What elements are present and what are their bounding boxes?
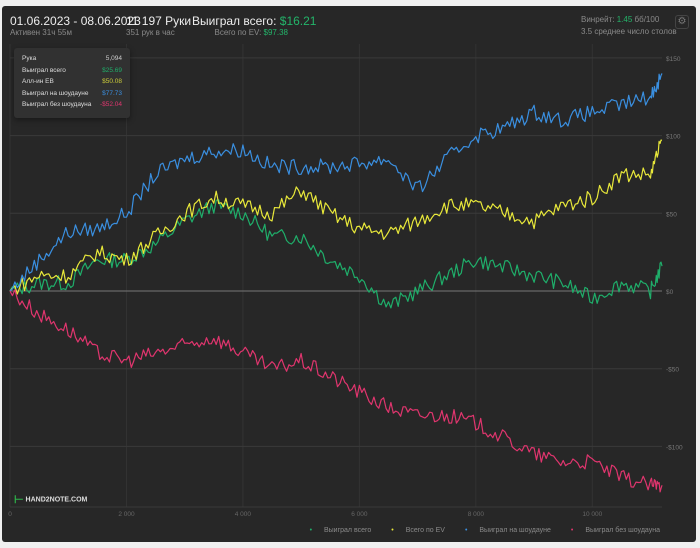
tooltip-value: -$52.04	[99, 101, 122, 108]
x-tick-label: 0	[8, 511, 12, 518]
legend-item[interactable]: • Выиграл без шоудауна	[561, 527, 660, 534]
tooltip-row: Выиграл всего $25.69	[22, 67, 122, 77]
tooltip-value: $25.69	[102, 66, 122, 74]
tooltip-label: Выиграл без шоудауна	[22, 101, 92, 108]
legend-dot-icon: •	[570, 527, 574, 534]
legend-label: Всего по EV	[405, 527, 445, 534]
won-value: $16.21	[279, 14, 317, 28]
logo: ⊢ HAND2NOTE.COM	[14, 494, 88, 506]
tooltip-label: Выиграл на шоудауне	[22, 89, 89, 97]
tooltip-label: Алл-ин EB	[22, 78, 54, 85]
legend-item[interactable]: • Выиграл на шоудауне	[455, 527, 551, 534]
legend-label: Выиграл всего	[323, 527, 372, 534]
tooltip: Рука 5,094 Выиграл всего $25.69 Алл-ин EB $50…	[14, 48, 130, 118]
legend-dot-icon: •	[464, 527, 468, 534]
tooltip-value: $77.73	[102, 89, 122, 97]
won-label: Выиграл всего:	[192, 14, 277, 28]
y-tick-label: $100	[666, 134, 681, 141]
legend-label: Выиграл без шоудауна	[585, 527, 660, 534]
series-line-3	[9, 289, 663, 493]
date-range: 01.06.2023 - 08.06.2023	[10, 14, 141, 28]
tooltip-row: Выиграл на шоудауне $77.73	[22, 90, 122, 100]
series-line-0	[9, 199, 663, 309]
winrate-unit: бб/100	[634, 15, 660, 24]
y-tick-label: $150	[666, 56, 681, 63]
won-total: Выиграл всего: $16.21	[192, 14, 316, 28]
gear-icon[interactable]: ⚙	[675, 15, 689, 29]
winrate-value: 1.45	[616, 15, 633, 24]
series-line-1	[9, 139, 663, 295]
tooltip-row: Выиграл без шоудауна -$52.04	[22, 101, 122, 111]
hands-per-hour: 351 рук в час	[126, 28, 175, 37]
winrate: Винрейт: 1.45 бб/100	[581, 15, 659, 24]
x-tick-label: 10 000	[582, 511, 602, 518]
y-tick-label: $0	[666, 289, 674, 296]
ev-value: $97.38	[263, 28, 288, 37]
legend-item[interactable]: • Выиграл всего	[300, 527, 372, 534]
x-tick-label: 4 000	[235, 511, 252, 518]
y-tick-label: $50	[666, 211, 677, 218]
x-tick-label: 2 000	[118, 511, 135, 518]
active-time: Активен 31ч 55м	[10, 28, 72, 37]
tooltip-label: Выиграл всего	[22, 66, 66, 74]
avg-tables: 3.5 среднее число столов	[581, 27, 677, 36]
series-line-2	[9, 73, 663, 292]
legend-dot-icon: •	[391, 527, 394, 534]
x-tick-label: 8 000	[468, 511, 485, 518]
logo-icon: ⊢	[14, 494, 24, 506]
tooltip-row: Рука 5,094	[22, 55, 122, 65]
hands-count: 11 197 Руки	[126, 14, 192, 28]
legend-item[interactable]: • Всего по EV	[381, 527, 445, 534]
legend: • Выиграл всего • Всего по EV • Выиграл на…	[290, 527, 660, 534]
legend-label: Выиграл на шоудауне	[479, 527, 551, 534]
ev-label: Всего по EV:	[214, 28, 262, 37]
tooltip-row: Алл-ин EB $50.08	[22, 78, 122, 88]
x-tick-label: 6 000	[351, 511, 368, 518]
tooltip-value: 5,094	[105, 55, 122, 62]
winrate-label: Винрейт:	[581, 15, 615, 24]
ev-total: Всего по EV: $97.38	[214, 28, 288, 37]
tooltip-value: $50.08	[102, 78, 122, 85]
legend-dot-icon: •	[309, 527, 313, 534]
y-tick-label: -$50	[666, 367, 679, 374]
y-tick-label: -$100	[666, 444, 683, 451]
tooltip-label: Рука	[22, 55, 37, 62]
